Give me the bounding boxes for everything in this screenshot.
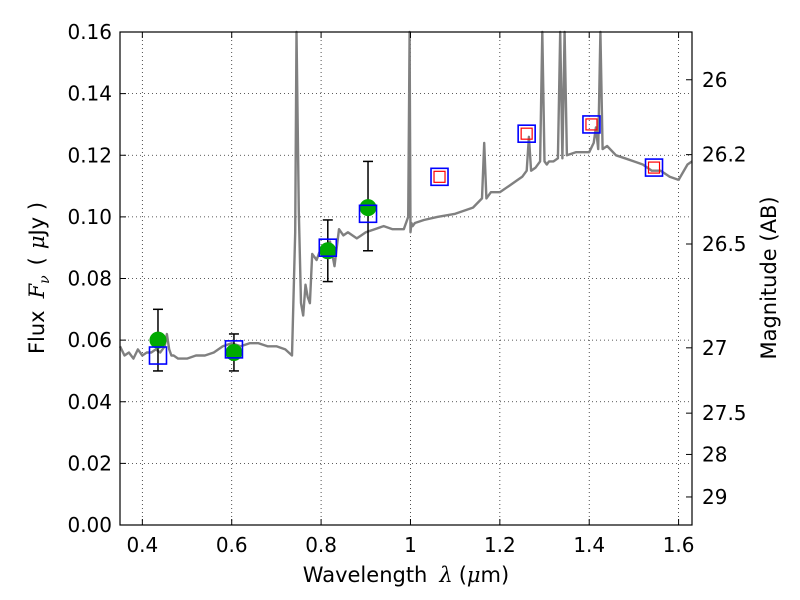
y2-tick-label: 26.5 [702, 232, 747, 256]
y2-tick-label: 27.5 [702, 401, 747, 425]
y-tick-label: 0.16 [67, 20, 112, 44]
errorbar-series [152, 160, 374, 372]
y-tick-label: 0.14 [67, 82, 112, 106]
model-prediction-point [433, 170, 446, 183]
x-axis-label: Wavelength λ (μm) [303, 563, 509, 587]
x-tick-label: 0.6 [216, 533, 248, 557]
grid [120, 31, 692, 526]
model-band-point [517, 124, 536, 143]
y2-tick-label: 29 [702, 485, 727, 509]
model-prediction-point [520, 127, 533, 140]
x-tick-label: 0.8 [305, 533, 337, 557]
model-band-series [148, 115, 664, 365]
y-tick-label: 0.00 [67, 513, 112, 537]
y-axis-label: FluxFν(μJy ) [25, 202, 53, 354]
x-tick-label: 1.2 [484, 533, 516, 557]
observed-point [359, 199, 377, 217]
y-tick-label: 0.08 [67, 267, 112, 291]
axis-ticks: 0.4 0.6 0.8 1 1.2 1.4 1.6 0.00 0.02 0.04 0.06 0.08 0… [67, 20, 746, 557]
model-band-point [644, 158, 664, 177]
model-band-point [582, 115, 601, 134]
y-tick-label: 0.06 [67, 328, 112, 352]
x-tick-label: 1 [404, 533, 417, 557]
observed-series [149, 199, 377, 361]
model-prediction-point [585, 118, 598, 131]
model-prediction-point [647, 161, 661, 174]
y2-tick-label: 27 [702, 336, 727, 360]
y-tick-label: 0.04 [67, 390, 112, 414]
x-tick-label: 0.4 [126, 533, 158, 557]
model-band-point [318, 238, 338, 257]
spectrum-series [118, 30, 693, 360]
plot-frame [119, 31, 693, 526]
y2-tick-label: 26 [702, 68, 727, 92]
model-band-point [358, 204, 378, 224]
y-tick-label: 0.12 [67, 143, 112, 167]
model-band-point [148, 346, 168, 365]
x-tick-label: 1.6 [663, 533, 695, 557]
y-tick-label: 0.10 [67, 205, 112, 229]
observed-point [149, 331, 167, 349]
model-band-point [430, 167, 449, 187]
model-prediction-series [433, 118, 661, 183]
spectrum-line [118, 30, 693, 360]
model-band-point [224, 340, 244, 359]
y-tick-label: 0.02 [67, 451, 112, 475]
y2-tick-label: 26.2 [702, 143, 747, 167]
y2-axis-label: Magnitude (AB) [757, 196, 781, 359]
y2-tick-label: 28 [702, 442, 727, 466]
x-tick-label: 1.4 [573, 533, 605, 557]
